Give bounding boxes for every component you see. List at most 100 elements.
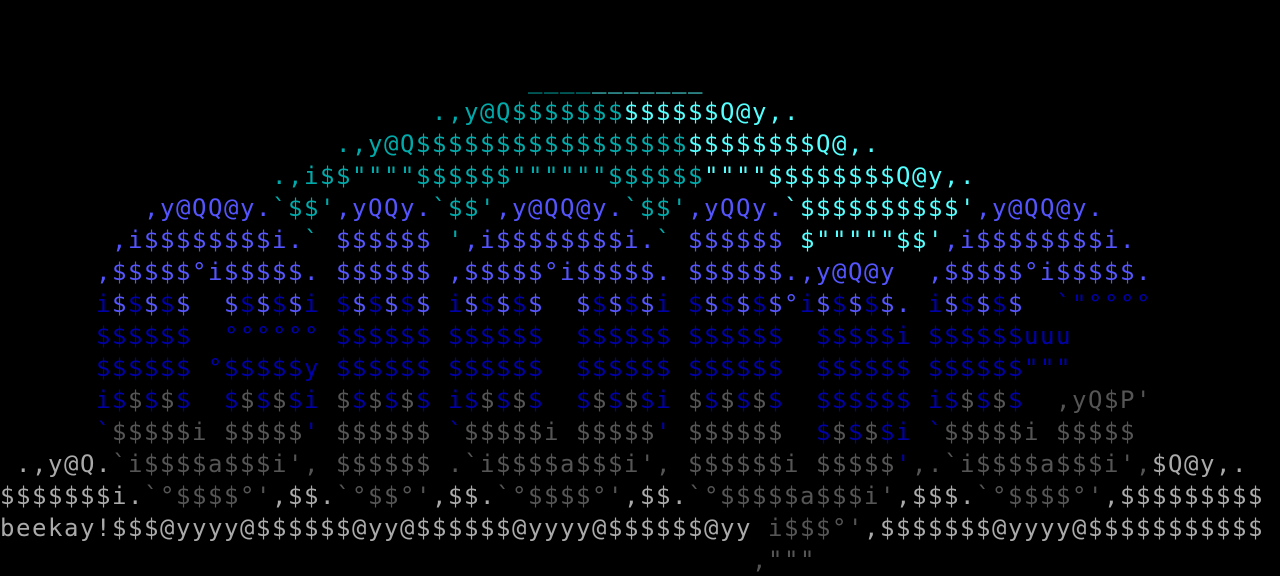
ascii-glyph-run: ,yQQy. [336, 194, 432, 222]
ascii-row: i$$$$$ $$$$$i $$$$$$ i$$$$$ $$$$$i $$$$$… [0, 288, 1280, 320]
ascii-row: ,$$$$$°i$$$$$. $$$$$$ ,$$$$$°i$$$$$. $$$… [0, 256, 1280, 288]
ascii-glyph-run: ,i$$$$$$$$i. [464, 226, 656, 254]
ascii-glyph-run: $ [848, 290, 864, 318]
ascii-glyph-run: $ [976, 290, 992, 318]
ascii-glyph-run: $"""""$$' [800, 226, 944, 254]
ascii-glyph-run: ,yQQy. [688, 194, 784, 222]
ascii-glyph-run: $ [960, 386, 976, 414]
ascii-glyph-run: $$$$$i $$$$$ [464, 418, 656, 446]
ascii-glyph-run: ,y@QQ@y. [496, 194, 624, 222]
ascii-glyph-run: $ [608, 290, 624, 318]
ascii-glyph-run: $ [496, 290, 512, 318]
ascii-glyph-run: `°$$$$°' [144, 482, 272, 510]
ascii-row: i$$$$$ $$$$$i $$$$$$ i$$$$$ $$$$$i $$$$$… [0, 384, 1280, 416]
ascii-glyph-run: $ [272, 290, 288, 318]
ascii-glyph-run [0, 98, 432, 126]
ascii-glyph-run: `i$$$$a$$$i', $$$$$$ .`i$$$$a$$$i', $$$$… [112, 450, 896, 478]
ascii-glyph-run: $ [720, 290, 736, 318]
ascii-glyph-run: $ [864, 418, 880, 446]
ascii-glyph-run: $$$$$$ [336, 226, 448, 254]
ascii-glyph-run: `°$$$$$a$$$i' [688, 482, 896, 510]
ascii-row-signature: beekay!$$$@yyyy@$$$$$$@yy@$$$$$$@yyyy@$$… [0, 512, 1280, 544]
ascii-glyph-run: .,y@Q. [0, 450, 112, 478]
ascii-glyph-run: ____ [527, 66, 592, 94]
ascii-glyph-run: $ [384, 386, 400, 414]
ascii-glyph-run: $ [240, 386, 256, 414]
ascii-glyph-run: ,$$$$$$$@yyyy@$$$$$$$$$$$ [863, 514, 1264, 542]
ascii-glyph-run: $ [752, 386, 768, 414]
ascii-glyph-run: $ [400, 386, 416, 414]
ascii-glyph-run: $i [288, 386, 336, 414]
ascii-glyph-run: `$$' [272, 194, 336, 222]
ascii-glyph-run: i [928, 290, 944, 318]
ascii-glyph-run: $ [1008, 386, 1056, 414]
ascii-glyph-run: $ [848, 418, 864, 446]
ascii-glyph-run: $ [704, 290, 720, 318]
ascii-glyph-run: $i ` [880, 418, 944, 446]
ascii-glyph-run: i$$$°' [767, 514, 864, 542]
ascii-glyph-run: ` [96, 418, 112, 446]
ascii-glyph-run: """"$$$$$$$$Q@y,. [703, 162, 976, 190]
ascii-glyph-run: ,""" [751, 546, 816, 574]
ascii-glyph-run: $ [112, 290, 128, 318]
ascii-glyph-run: $ $ [528, 386, 592, 414]
ascii-glyph-run: `°$$$$°' [496, 482, 624, 510]
ascii-glyph-run: ,yQ$P' [1056, 386, 1152, 414]
ascii-glyph-run: $ [272, 386, 288, 414]
ascii-glyph-run: $$$$$$ [336, 418, 448, 446]
ascii-glyph-run: $ [128, 290, 144, 318]
ascii-glyph-run: $ [704, 386, 720, 414]
ascii-glyph-run: beekay!$$$@yyyy@$$$$$$@yy@$$$$$$@yyyy@$$… [0, 514, 768, 542]
ascii-glyph-run: i [448, 290, 464, 318]
ascii-glyph-run [0, 66, 528, 94]
ascii-glyph-run: ,i$$$$$$$$i. [944, 226, 1136, 254]
ascii-glyph-run: _______ [591, 66, 704, 94]
ascii-glyph-run: $ [608, 386, 624, 414]
ascii-glyph-run: $ [496, 386, 512, 414]
ascii-glyph-run: $$$$$$ [688, 418, 816, 446]
ascii-glyph-run: $i [640, 386, 688, 414]
ascii-glyph-run: $ [640, 290, 656, 318]
ascii-glyph-run: `$$' [432, 194, 496, 222]
ascii-glyph-run: $ $$$$$$ i$ [768, 386, 960, 414]
ascii-glyph-run: ,$$. [624, 482, 688, 510]
ascii-glyph-run: $$$$$$ [688, 226, 800, 254]
ascii-glyph-run: `"°°°° [1056, 290, 1152, 318]
ascii-glyph-run [0, 162, 272, 190]
ascii-glyph-run: $$$$$i $$$$$ [944, 418, 1136, 446]
ascii-glyph-run: $$$$$$ °$$$$$y $$$$$$ $$$$$$ $$$$$$ $$$$… [96, 354, 1072, 382]
ascii-glyph-run: $$$$$$$i. [0, 482, 144, 510]
ascii-glyph-run: ,i$$$$$$$$i. [112, 226, 304, 254]
ascii-row: ,""" [0, 544, 1280, 576]
ascii-glyph-run: $$$$$$$$Q@,. [687, 130, 880, 158]
ascii-glyph-run: .,y@Q$$$$$$$$$$$$$$$$$ [335, 130, 688, 158]
ascii-glyph-run: $ [960, 290, 976, 318]
ascii-glyph-run: $ [816, 290, 832, 318]
ascii-row: $$$$$$ °°°°°° $$$$$$ $$$$$$ $$$$$$ $$$$$… [0, 320, 1280, 352]
ascii-glyph-run: ,$$. [432, 482, 496, 510]
ascii-glyph-run: ` [448, 418, 464, 446]
ascii-glyph-run [0, 258, 96, 286]
ascii-glyph-run: $ [352, 386, 368, 414]
ascii-glyph-run: i [800, 290, 816, 318]
ascii-glyph-run [0, 322, 96, 350]
ascii-glyph-run: i $ [656, 290, 704, 318]
ascii-row: $$$$$$$i.`°$$$$°',$$.`°$$°',$$.`°$$$$°',… [0, 480, 1280, 512]
ascii-glyph-run: $ [864, 290, 880, 318]
ascii-glyph-run: $ [752, 290, 768, 318]
ascii-glyph-run: $ [736, 290, 752, 318]
ascii-glyph-run [0, 354, 96, 382]
ascii-glyph-run: $ [256, 290, 272, 318]
ascii-glyph-run: $$$$$i $$$$$ [112, 418, 304, 446]
ascii-glyph-run [0, 194, 144, 222]
ascii-glyph-run: ,.`i$$$$a$$$i', [911, 450, 1152, 478]
ascii-glyph-run: $ [592, 386, 608, 414]
ascii-row: .,y@Q.`i$$$$a$$$i', $$$$$$ .`i$$$$a$$$i'… [0, 448, 1280, 480]
ascii-row: $$$$$$ °$$$$$y $$$$$$ $$$$$$ $$$$$$ $$$$… [0, 352, 1280, 384]
ascii-glyph-run: $ [144, 386, 160, 414]
ascii-row: ,i$$$$$$$$i.` $$$$$$ ',i$$$$$$$$i.` $$$$… [0, 224, 1280, 256]
ascii-glyph-run: $ $ [528, 290, 592, 318]
ascii-glyph-run: $ [144, 290, 160, 318]
ascii-glyph-run: $ [736, 386, 752, 414]
